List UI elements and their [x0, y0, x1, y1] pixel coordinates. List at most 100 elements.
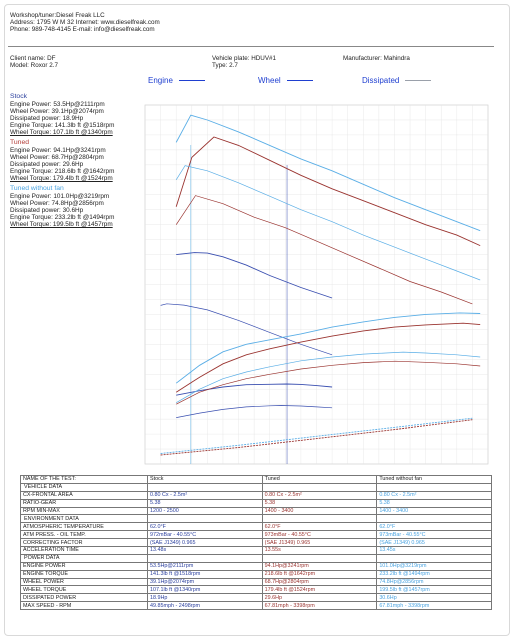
- table-cell: [147, 482, 263, 492]
- table-cell: 62.0°F: [147, 522, 263, 532]
- table-cell: 29.6Hp: [261, 593, 378, 603]
- table-cell-label: ATM PRESS. - OIL TEMP.: [20, 530, 148, 540]
- table-cell: [376, 514, 492, 524]
- table-cell-label: CX-FRONTAL AREA: [20, 490, 148, 500]
- table-cell-label: ENGINE POWER: [20, 561, 148, 571]
- series-line: [175, 165, 481, 281]
- legend-engine-label: Engine: [148, 76, 173, 85]
- table-cell: 973mBar - 40.55°C: [376, 530, 492, 540]
- summary-title-tuned: Tuned: [10, 139, 30, 146]
- table-row: WHEEL POWER 39.1Hp@2074rpm 68.7Hp@2804rpm 7…: [20, 577, 492, 587]
- table-header-row: NAME OF THE TEST: Stock Tuned Tuned without…: [20, 475, 492, 484]
- summary-title-stock: Stock: [10, 93, 27, 100]
- summary-line: Wheel Torque: 199.5lb ft @1457rpm: [10, 221, 113, 229]
- series-line: [176, 252, 333, 299]
- table-cell: [261, 553, 378, 563]
- summary-stock: Stock Engine Power: 53.5Hp@2111rpm Wheel…: [10, 93, 114, 137]
- table-row: DISSIPATED POWER 18.9Hp 29.6Hp 30.6Hp: [20, 593, 492, 603]
- table-cell: [261, 482, 378, 492]
- table-cell: 94.1Hp@3241rpm: [261, 561, 378, 571]
- table-cell: 179.4lb ft @1524rpm: [261, 585, 378, 595]
- summary-line: Wheel Power: 74.8Hp@2856rpm: [10, 200, 104, 208]
- vehicle-plate: Vehicle plate: HDUV#1: [212, 55, 277, 62]
- series-line: [175, 195, 473, 305]
- table-cell-label: ATMOSPHERIC TEMPERATURE: [20, 522, 148, 532]
- client-info: Client name: DF Model: Roxor 2.7: [10, 55, 58, 69]
- table-row: WHEEL TORQUE 107.1lb ft @1340rpm 179.4lb f…: [20, 585, 492, 595]
- table-row: ATM PRESS. - OIL TEMP. 972mBar - 40.55°C 9…: [20, 530, 492, 540]
- series-line: [175, 322, 481, 393]
- summary-line: Dissipated power: 18.9Hp: [10, 115, 84, 123]
- test-data-table: NAME OF THE TEST: Stock Tuned Tuned without…: [20, 475, 492, 611]
- table-row: CX-FRONTAL AREA 0.80 Cx - 2.5m² 0.80 Cx - …: [20, 490, 492, 500]
- series-line: [175, 136, 481, 247]
- table-cell: [261, 514, 378, 524]
- table-cell-label: ENVIRONMENT DATA: [20, 514, 148, 524]
- legend-wheel: Wheel: [258, 76, 313, 85]
- table-cell: 67.81mph - 3398rpm: [261, 601, 378, 611]
- table-cell: 1400 - 3400: [376, 506, 492, 516]
- summary-tuned: Tuned Engine Power: 94.1Hp@3241rpm Wheel…: [10, 139, 114, 183]
- summary-line: Dissipated power: 30.6Hp: [10, 207, 84, 215]
- vehicle-type: Type: 2.7: [212, 62, 238, 70]
- table-cell: 5.38: [261, 498, 378, 508]
- table-cell: 1400 - 3400: [261, 506, 378, 516]
- table-cell: 39.1Hp@2074rpm: [147, 577, 263, 587]
- summary-line: Dissipated power: 29.6Hp: [10, 161, 84, 169]
- workshop-contact: Phone: 989-748-4145 E-mail: info@dieself…: [10, 26, 155, 34]
- summary-line: Engine Torque: 233.2lb ft @1494rpm: [10, 214, 115, 222]
- summary-line: Engine Power: 94.1Hp@3241rpm: [10, 147, 106, 155]
- series-line: [160, 303, 333, 356]
- legend-wheel-label: Wheel: [258, 76, 281, 85]
- table-cell: 233.2lb ft @1494rpm: [376, 569, 492, 579]
- summary-line: Wheel Power: 68.7Hp@2804rpm: [10, 154, 104, 162]
- table-row: MAX SPEED - RPM 49.85mph - 2498rpm 67.81mp…: [20, 601, 492, 611]
- summary-line: Engine Torque: 141.3lb ft @1518rpm: [10, 122, 115, 130]
- client-name: Client name: DF: [10, 55, 56, 62]
- dyno-chart: [144, 104, 489, 465]
- table-cell: 973mBar - 40.55°C: [261, 530, 378, 540]
- table-cell-label: DISSIPATED POWER: [20, 593, 148, 603]
- table-cell: 49.85mph - 2498rpm: [147, 601, 263, 611]
- table-row: RPM MIN-MAX 1200 - 2500 1400 - 3400 1400 - …: [20, 506, 492, 516]
- table-section-row: POWER DATA: [20, 553, 492, 563]
- table-cell: 141.3lb ft @1518rpm: [147, 569, 263, 579]
- table-cell-label: WHEEL POWER: [20, 577, 148, 587]
- table-row: CORRECTING FACTOR (SAE J1349) 0.965 (SAE J…: [20, 538, 492, 548]
- header-divider: [8, 46, 494, 47]
- summary-nofan: Tuned without fan Engine Power: 101.0Hp@…: [10, 185, 114, 229]
- table-cell: 101.0Hp@3219rpm: [376, 561, 492, 571]
- table-cell-label: WHEEL TORQUE: [20, 585, 148, 595]
- legend-engine-line: [178, 80, 205, 82]
- table-cell: 13.48s: [147, 546, 263, 555]
- table-cell: 62.0°F: [261, 522, 378, 532]
- table-row: RATIO-GEAR 5.38 5.38 5.38: [20, 498, 492, 508]
- legend-dissipated-line: [405, 80, 432, 82]
- summary-title-nofan: Tuned without fan: [10, 185, 64, 192]
- table-cell: 13.55s: [261, 546, 378, 555]
- vehicle-manufacturer: Manufacturer: Mahindra: [343, 55, 410, 62]
- table-cell: 199.5lb ft @1457rpm: [376, 585, 492, 595]
- table-cell: 18.9Hp: [147, 593, 263, 603]
- table-cell: 5.38: [376, 498, 492, 508]
- table-cell: 30.6Hp: [376, 593, 492, 603]
- table-cell-label: VEHICLE DATA: [20, 482, 148, 492]
- table-cell: 972mBar - 40.55°C: [147, 530, 263, 540]
- table-cell: 0.80 Cx - 2.5m²: [261, 490, 378, 500]
- summary-line: Engine Power: 101.0Hp@3219rpm: [10, 193, 110, 201]
- workshop-address: Address: 1795 W M 32 Internet: www.diese…: [10, 19, 160, 27]
- plate-info: Vehicle plate: HDUV#1 Type: 2.7: [212, 55, 276, 69]
- table-cell: (SAE J1349) 0.965: [261, 538, 378, 548]
- summary-line: Engine Torque: 218.6lb ft @1642rpm: [10, 168, 115, 176]
- table-cell: 67.81mph - 3398rpm: [376, 601, 492, 611]
- table-cell: [376, 482, 492, 492]
- table-cell-label: RATIO-GEAR: [20, 498, 148, 508]
- table-cell: 68.7Hp@2804rpm: [261, 577, 378, 587]
- table-row: ATMOSPHERIC TEMPERATURE 62.0°F 62.0°F 62.0°…: [20, 522, 492, 532]
- series-line: [160, 419, 473, 456]
- table-cell: Tuned without fan: [376, 475, 492, 484]
- summary-line: Wheel Torque: 179.4lb ft @1524rpm: [10, 175, 113, 183]
- table-cell-label: ENGINE TORQUE: [20, 569, 148, 579]
- table-section-row: VEHICLE DATA: [20, 482, 492, 492]
- workshop-header: Workshop/tuner:Diesel Freak LLC Address:…: [10, 12, 160, 34]
